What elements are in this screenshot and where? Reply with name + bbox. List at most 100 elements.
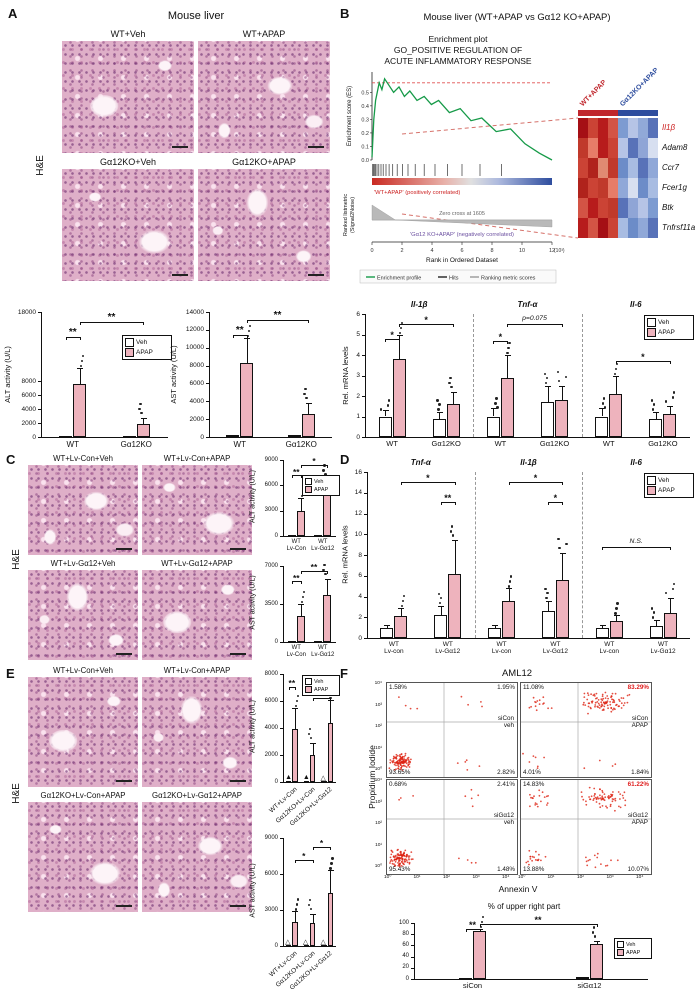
legend-swatch [647, 486, 656, 495]
bar [286, 945, 292, 947]
bar [432, 418, 446, 437]
data-dot [401, 599, 405, 603]
data-dot [402, 594, 406, 598]
heatmap-cell [638, 178, 648, 198]
error-bar [330, 870, 332, 894]
heatmap-cell [578, 178, 588, 198]
y-tick-label: 10000 [185, 344, 204, 352]
error-bar [246, 337, 248, 363]
chart-el [508, 481, 510, 485]
sig-bracket [246, 319, 309, 321]
error-bar [439, 412, 441, 419]
sig-label: ** [444, 492, 452, 503]
histology-image [28, 570, 138, 660]
y-tick-label: 4000 [21, 405, 36, 413]
image-label: WT+Lv-Gα12+APAP [161, 559, 233, 568]
chart-el [465, 928, 467, 932]
chart-el [670, 546, 672, 550]
quadrant-percent-lr: 1.48% [497, 866, 515, 873]
flow-y-tick: 10¹ [375, 745, 382, 751]
zero-marker: △ [302, 939, 309, 946]
data-dot [400, 604, 404, 608]
error-bar [312, 913, 314, 924]
data-dot [450, 525, 454, 528]
chart-el [300, 581, 302, 585]
chart-el [280, 755, 283, 756]
chart-el [507, 323, 509, 327]
sig-bracket [399, 323, 454, 325]
y-tick-label: 2000 [189, 415, 204, 423]
heatmap-cell [598, 118, 608, 138]
y-tick-label: 3000 [264, 906, 278, 913]
chart-el [602, 546, 604, 550]
section-label: Il-1β [410, 300, 428, 309]
panel-b-title: Mouse liver (WT+APAP vs Gα12 KO+APAP) [423, 12, 611, 23]
sig-label: * [553, 492, 558, 503]
image-label: WT+Lv-Con+APAP [163, 666, 231, 675]
bar [226, 434, 240, 437]
data-dot [546, 591, 549, 595]
y-tick-label: 0 [405, 975, 409, 982]
x-axis [209, 437, 332, 438]
heatmap-cell [648, 138, 658, 158]
heatmap-cell [618, 218, 628, 238]
sig-bracket [291, 475, 301, 477]
error-bar [493, 408, 495, 417]
error-bar [300, 498, 302, 511]
chart-el [411, 923, 414, 924]
legend: Veh APAP [644, 473, 694, 498]
gsea-enrichment-plot: Enrichment plot GO_POSITIVE REGULATION OF… [342, 34, 574, 296]
data-dot [387, 404, 390, 407]
legend-swatch [305, 486, 312, 493]
bar [663, 613, 677, 638]
error-cap [305, 403, 312, 405]
flow-plot: 1.58% 1.95% 93.65% 2.82% siCon veh [386, 682, 518, 778]
data-dot [544, 381, 547, 385]
chart-el [561, 323, 563, 327]
data-dot [399, 331, 402, 334]
panel-e-label: E [6, 666, 15, 681]
zero-marker: △ [285, 939, 291, 946]
x-tick-label: siCon [462, 981, 483, 990]
x-tick-label: WT Lv-con [384, 641, 404, 656]
chart-el [280, 874, 283, 875]
svg-text:0.2: 0.2 [361, 131, 369, 137]
upper-right-percent-chart: % of upper right part 0 20 40 60 80 100 siCon si… [396, 902, 652, 992]
data-dot [593, 935, 596, 938]
y-tick-label: 0 [200, 433, 204, 441]
bar [303, 781, 309, 783]
data-dot [309, 736, 313, 740]
data-dot [652, 403, 656, 406]
legend-label: Veh [626, 941, 636, 948]
data-dot [80, 359, 84, 362]
data-dot [506, 352, 509, 355]
sig-bracket [291, 581, 301, 583]
zero-marker: △ [320, 939, 326, 946]
svg-text:Hits: Hits [449, 276, 459, 282]
chart-el [411, 979, 414, 980]
sig-label: * [424, 314, 428, 325]
data-dot [324, 473, 327, 476]
y-tick-label: 9000 [264, 834, 278, 841]
y-tick-label: 16 [354, 468, 362, 476]
heatmap-cell [628, 178, 638, 198]
legend-label: APAP [658, 487, 675, 494]
data-dot [479, 925, 482, 928]
chart-el [300, 464, 302, 468]
data-dot [305, 397, 308, 400]
y-tick-label: 40 [402, 953, 409, 960]
data-dot [300, 495, 304, 498]
error-bar [143, 417, 145, 424]
error-cap [594, 941, 600, 943]
chart-el [288, 686, 290, 690]
data-dot [671, 396, 675, 399]
heatmap-cell [608, 178, 618, 198]
sig-label: * [319, 838, 324, 849]
error-bar [454, 540, 456, 574]
heatmap-cell [618, 178, 628, 198]
data-dot [380, 408, 383, 411]
bar [576, 977, 589, 980]
heatmap-cell [588, 118, 598, 138]
data-dot [545, 376, 548, 380]
quadrant-percent-ul: 11.08% [523, 684, 544, 691]
